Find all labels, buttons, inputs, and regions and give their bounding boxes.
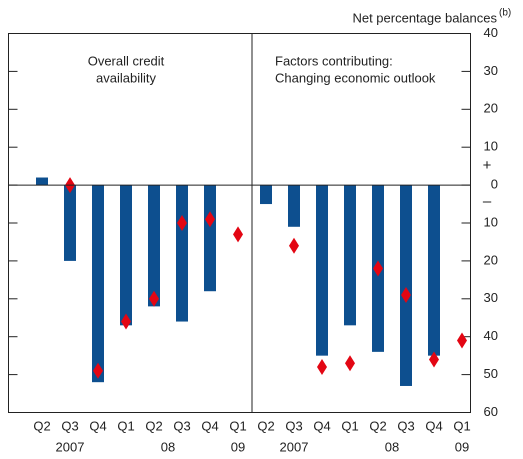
- y-tick-label: 30: [484, 63, 498, 78]
- panel-title: Changing economic outlook: [275, 70, 436, 85]
- x-tick-label: Q2: [257, 418, 274, 433]
- y-axis-label: Net percentage balances: [352, 10, 497, 25]
- y-tick-label: 30: [484, 290, 498, 305]
- bar: [92, 185, 104, 383]
- bar: [428, 185, 440, 356]
- x-group-label: 2007: [56, 439, 85, 454]
- diamond-marker: [289, 237, 299, 254]
- panel-title: availability: [96, 70, 156, 85]
- x-tick-label: Q4: [89, 418, 106, 433]
- diamond-marker: [373, 260, 383, 277]
- bar: [176, 185, 188, 322]
- bar: [148, 185, 160, 307]
- x-tick-label: Q4: [201, 418, 218, 433]
- y-axis-label-note: (b): [499, 8, 511, 19]
- diamond-marker: [317, 359, 327, 376]
- x-tick-label: Q2: [145, 418, 162, 433]
- x-group-label: 08: [385, 439, 399, 454]
- bar: [316, 185, 328, 356]
- x-tick-label: Q3: [61, 418, 78, 433]
- bar: [120, 185, 132, 326]
- diamond-marker: [93, 362, 103, 379]
- x-tick-label: Q1: [229, 418, 246, 433]
- diamond-marker: [121, 313, 131, 330]
- diamond-marker: [149, 290, 159, 307]
- y-tick-label: 20: [484, 252, 498, 267]
- panel-title: Factors contributing:: [275, 53, 393, 68]
- x-tick-label: Q1: [341, 418, 358, 433]
- diamond-marker: [177, 215, 187, 231]
- diamond-marker: [457, 332, 467, 349]
- y-tick-label: 50: [484, 366, 498, 381]
- x-group-label: 09: [231, 439, 245, 454]
- y-tick-label: 10: [484, 214, 498, 229]
- diamond-marker: [345, 355, 355, 372]
- bar: [288, 185, 300, 227]
- x-tick-label: Q4: [313, 418, 330, 433]
- plus-sign: +: [483, 157, 492, 174]
- x-group-label: 2007: [280, 439, 309, 454]
- y-tick-label: 40: [484, 328, 498, 343]
- x-tick-label: Q2: [369, 418, 386, 433]
- x-tick-label: Q3: [285, 418, 302, 433]
- bar: [260, 185, 272, 205]
- diamond-marker: [233, 226, 243, 243]
- panel-title: Overall credit: [88, 53, 165, 68]
- x-group-label: 09: [455, 439, 469, 454]
- y-tick-label: 0: [491, 177, 498, 192]
- x-tick-label: Q4: [425, 418, 442, 433]
- x-tick-label: Q3: [397, 418, 414, 433]
- diamond-marker: [401, 287, 411, 304]
- bar: [204, 185, 216, 292]
- y-tick-label: 10: [484, 139, 498, 154]
- x-tick-label: Q3: [173, 418, 190, 433]
- x-group-label: 08: [161, 439, 175, 454]
- y-tick-label: 40: [484, 25, 498, 40]
- bar: [400, 185, 412, 386]
- y-tick-label: 60: [484, 404, 498, 419]
- bar: [36, 177, 48, 186]
- minus-sign: –: [483, 193, 492, 210]
- y-tick-label: 20: [484, 101, 498, 116]
- diamond-marker: [205, 211, 215, 228]
- bar: [344, 185, 356, 326]
- x-tick-label: Q2: [33, 418, 50, 433]
- diamond-marker: [429, 351, 439, 368]
- bar: [64, 185, 76, 261]
- x-tick-label: Q1: [117, 418, 134, 433]
- x-tick-label: Q1: [453, 418, 470, 433]
